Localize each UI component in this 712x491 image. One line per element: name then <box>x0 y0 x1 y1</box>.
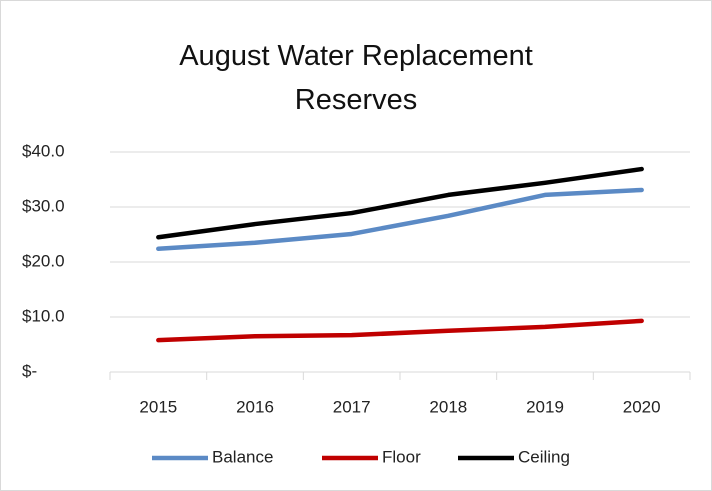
y-tick-label: $20.0 <box>22 251 65 270</box>
y-tick-label: $40.0 <box>22 141 65 160</box>
x-tick-label: 2020 <box>623 397 661 416</box>
chart-title: August Water Replacement Reserves <box>179 40 533 116</box>
y-tick-label: $30.0 <box>22 196 65 215</box>
x-tick-label: 2019 <box>526 397 564 416</box>
legend-label: Floor <box>382 447 421 466</box>
legend-label: Ceiling <box>518 447 570 466</box>
x-tick-label: 2017 <box>333 397 371 416</box>
x-tick-label: 2016 <box>236 397 274 416</box>
line-series <box>156 166 644 240</box>
x-tick-label: 2015 <box>139 397 177 416</box>
line-series <box>156 187 644 252</box>
line-series <box>156 318 644 343</box>
x-tick-label: 2018 <box>429 397 467 416</box>
y-tick-label: $10.0 <box>22 306 65 325</box>
legend-label: Balance <box>212 447 273 466</box>
y-tick-label: $- <box>22 361 37 380</box>
